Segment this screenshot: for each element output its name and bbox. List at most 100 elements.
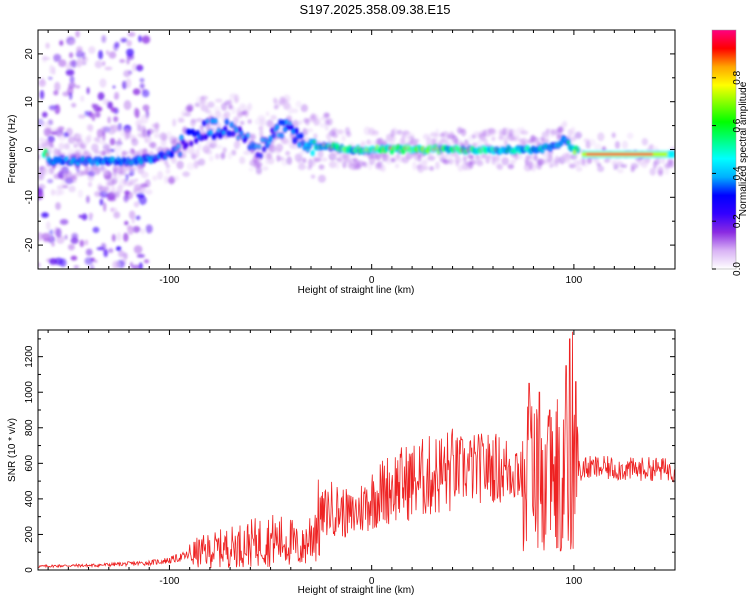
spectrogram-xtick-label: 0 — [369, 275, 375, 286]
heatmap-cell — [394, 163, 400, 169]
heatmap-cell — [78, 114, 86, 119]
heatmap-cell — [303, 117, 310, 124]
heatmap-cell — [41, 212, 49, 218]
heatmap-cell — [265, 111, 270, 117]
heatmap-cell — [103, 202, 107, 212]
spectrogram-ylabel: Frequency (Hz) — [7, 115, 18, 184]
colorbar-gradient — [712, 30, 736, 269]
heatmap-cell — [111, 177, 118, 185]
heatmap-cell — [346, 131, 352, 138]
heatmap-cell — [308, 144, 311, 148]
heatmap-cell — [575, 166, 583, 172]
heatmap-cell — [396, 129, 403, 135]
heatmap-cell — [313, 140, 316, 144]
heatmap-cell — [313, 117, 322, 126]
heatmap-cell — [274, 147, 282, 154]
heatmap-cell — [69, 40, 76, 45]
heatmap-cell — [122, 150, 129, 156]
heatmap-cell — [49, 64, 54, 75]
heatmap-cell — [648, 144, 654, 150]
heatmap-cell — [285, 120, 288, 124]
heatmap-cell — [204, 149, 213, 155]
snr-xtick-label: 0 — [369, 576, 375, 587]
heatmap-cell — [137, 148, 146, 156]
heatmap-cell — [238, 127, 242, 131]
heatmap-cell — [363, 161, 368, 168]
heatmap-cell — [107, 197, 117, 202]
heatmap-cell — [172, 118, 177, 127]
heatmap-cell — [142, 104, 150, 112]
heatmap-cell — [292, 129, 295, 133]
heatmap-cell — [134, 183, 142, 192]
heatmap-cell — [262, 166, 269, 171]
heatmap-cell — [669, 159, 675, 168]
heatmap-cell — [95, 136, 101, 143]
heatmap-cell — [594, 143, 602, 152]
heatmap-cell — [212, 135, 216, 139]
heatmap-cell — [41, 111, 48, 118]
heatmap-cell — [209, 130, 212, 135]
heatmap-cell — [116, 232, 122, 242]
heatmap-cell — [203, 121, 206, 125]
heatmap-cell — [45, 221, 51, 231]
heatmap-cell — [566, 152, 571, 161]
heatmap-cell — [336, 129, 345, 135]
heatmap-cell — [38, 232, 44, 241]
heatmap-cell — [205, 122, 211, 132]
heatmap-cell — [48, 258, 58, 265]
heatmap-cell — [112, 260, 120, 269]
heatmap-cell — [249, 133, 256, 141]
heatmap-cell — [270, 128, 274, 132]
heatmap-cell — [84, 239, 89, 246]
snr-ytick-label: 0 — [24, 567, 35, 573]
heatmap-cell — [194, 139, 198, 143]
heatmap-cell — [421, 164, 429, 171]
heatmap-cell — [49, 106, 58, 112]
heatmap-cell — [457, 165, 464, 172]
heatmap-cell — [145, 224, 153, 234]
heatmap-cell — [42, 167, 50, 176]
heatmap-cell — [614, 140, 621, 149]
heatmap-cell — [95, 111, 101, 118]
heatmap-cell — [105, 50, 110, 55]
heatmap-cell — [165, 163, 171, 169]
heatmap-cell — [65, 179, 73, 185]
heatmap-cell — [87, 181, 93, 188]
heatmap-cell — [73, 265, 80, 269]
heatmap-cell — [59, 40, 64, 46]
heatmap-cell — [202, 99, 207, 106]
heatmap-cell — [476, 159, 484, 167]
heatmap-cell — [487, 154, 493, 159]
heatmap-cell — [247, 102, 253, 111]
heatmap-cell — [391, 127, 398, 136]
heatmap-cell — [139, 83, 145, 89]
heatmap-cell — [88, 212, 94, 219]
heatmap-cell — [501, 156, 510, 166]
heatmap-cell — [415, 138, 420, 143]
heatmap-cell — [649, 167, 656, 176]
heatmap-cell — [109, 137, 116, 146]
heatmap-cell — [434, 132, 440, 138]
heatmap-cell — [69, 92, 73, 100]
heatmap-cell — [80, 142, 87, 149]
heatmap-cell — [205, 109, 212, 114]
heatmap-cell — [232, 116, 239, 125]
heatmap-cell — [201, 135, 204, 140]
heatmap-cell — [180, 136, 183, 140]
heatmap-cell — [197, 158, 206, 166]
heatmap-cell — [70, 59, 78, 68]
heatmap-cell — [38, 262, 41, 268]
snr-frame — [37, 329, 676, 571]
heatmap-cell — [292, 119, 300, 128]
heatmap-cell — [79, 239, 85, 248]
heatmap-cell — [520, 130, 529, 135]
heatmap-cell — [127, 225, 134, 235]
heatmap-cell — [136, 254, 145, 258]
colorbar-tick-label: 0.6 — [732, 118, 743, 132]
heatmap-cell — [80, 95, 85, 102]
heatmap-cell — [256, 153, 259, 157]
heatmap-cell — [91, 143, 99, 152]
heatmap-cell — [110, 207, 115, 213]
heatmap-cell — [42, 56, 51, 61]
heatmap-cell — [255, 161, 263, 168]
